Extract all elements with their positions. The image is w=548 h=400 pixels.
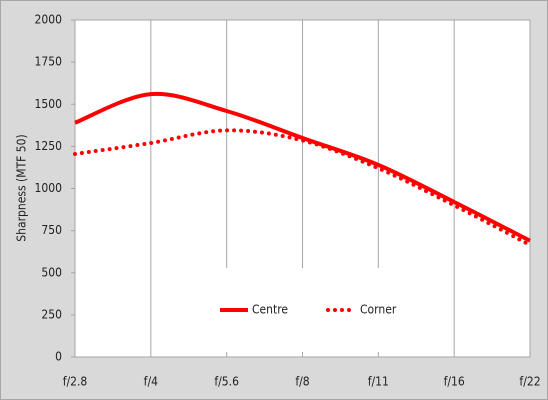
x-tick-label: f/16 [444,375,465,389]
y-axis-label: Sharpness (MTF 50) [15,134,29,241]
x-tick-label: f/5.6 [214,375,239,389]
x-tick-label: f/11 [368,375,389,389]
x-tick-label: f/2.8 [63,375,88,389]
legend: Centre Corner [220,303,397,317]
y-tick-label: 500 [41,265,62,279]
ticks: 0 250 500 750 1000 1250 1500 1750 2000 f/2.8 f/4 f/… [35,13,541,389]
y-tick-label: 0 [55,350,62,364]
series-line [73,128,532,247]
y-tick-label: 2000 [35,13,63,27]
y-tick-label: 1750 [35,55,63,69]
y-tick-label: 1000 [35,181,63,195]
lines [73,91,532,247]
legend-label: Centre [252,303,288,317]
y-tick-label: 1250 [35,139,63,153]
x-tick-label: f/22 [519,375,540,389]
x-tick-label: f/4 [144,375,158,389]
series-line [74,91,531,243]
y-tick-label: 250 [41,307,62,321]
y-tick-label: 750 [41,223,62,237]
x-tick-label: f/8 [295,375,309,389]
legend-label: Corner [360,303,397,317]
y-tick-label: 1500 [35,97,63,111]
